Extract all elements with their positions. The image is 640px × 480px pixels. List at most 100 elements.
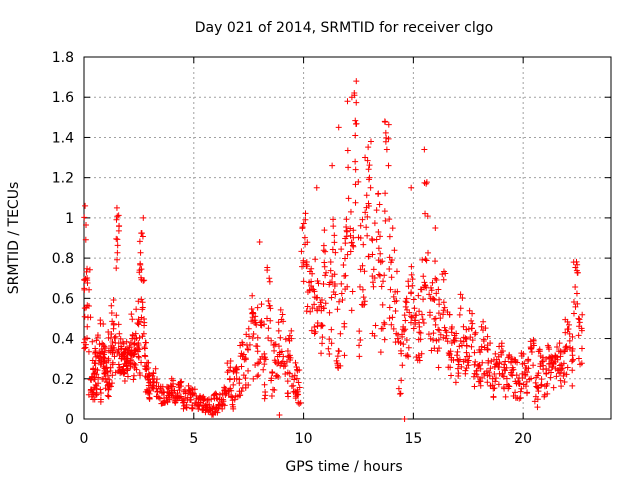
data-point — [335, 347, 342, 354]
data-point — [479, 359, 486, 366]
data-point — [559, 365, 566, 372]
data-point — [130, 351, 137, 358]
data-point — [388, 274, 395, 281]
data-point — [435, 310, 442, 317]
data-point — [484, 379, 491, 386]
data-point — [249, 292, 256, 299]
data-point — [575, 315, 582, 322]
data-point — [355, 178, 362, 185]
data-point — [331, 232, 338, 239]
data-point — [389, 314, 396, 321]
data-point — [242, 375, 249, 382]
data-point — [488, 358, 495, 365]
data-point — [195, 405, 202, 412]
data-point — [164, 398, 171, 405]
chart-title: Day 021 of 2014, SRMTID for receiver clg… — [195, 20, 493, 36]
data-point — [501, 361, 508, 368]
x-axis-label: GPS time / hours — [285, 459, 402, 475]
data-point — [462, 356, 469, 363]
data-point — [282, 371, 289, 378]
data-point — [451, 338, 458, 345]
data-point — [238, 388, 245, 395]
data-point — [386, 315, 393, 322]
data-point — [127, 357, 134, 364]
data-point — [292, 395, 299, 402]
data-point — [282, 336, 289, 343]
data-point — [505, 385, 512, 392]
data-point — [112, 333, 119, 340]
data-point — [290, 382, 297, 389]
data-point — [212, 390, 219, 397]
data-point — [417, 286, 424, 293]
data-point — [381, 118, 388, 125]
data-point — [297, 399, 304, 406]
data-point — [275, 327, 282, 334]
data-point — [275, 373, 282, 380]
data-point — [462, 335, 469, 342]
data-point — [575, 332, 582, 339]
data-point — [304, 303, 311, 310]
data-point — [86, 286, 93, 293]
data-point — [435, 336, 442, 343]
data-point — [252, 361, 259, 368]
data-point — [114, 236, 121, 243]
data-point — [81, 285, 88, 292]
data-point — [408, 289, 415, 296]
data-point — [366, 162, 373, 169]
data-point — [132, 362, 139, 369]
data-point — [386, 254, 393, 261]
data-point — [302, 216, 309, 223]
data-point — [113, 235, 120, 242]
data-point — [256, 359, 263, 366]
data-point — [300, 278, 307, 285]
data-point — [311, 324, 318, 331]
data-point — [206, 404, 213, 411]
data-point — [238, 363, 245, 370]
data-point — [213, 395, 220, 402]
data-point — [533, 374, 540, 381]
data-point — [450, 357, 457, 364]
data-point — [332, 249, 339, 256]
data-point — [367, 184, 374, 191]
data-point — [261, 395, 268, 402]
data-point — [399, 362, 406, 369]
data-point — [372, 322, 379, 329]
data-point — [115, 321, 122, 328]
data-point — [118, 345, 125, 352]
data-point — [304, 239, 311, 246]
data-point — [471, 370, 478, 377]
data-point — [348, 94, 355, 101]
data-point — [432, 275, 439, 282]
data-point — [379, 258, 386, 265]
data-point — [421, 146, 428, 153]
data-point — [478, 343, 485, 350]
data-point — [471, 383, 478, 390]
data-point — [408, 314, 415, 321]
data-point — [177, 379, 184, 386]
data-point — [345, 195, 352, 202]
data-point — [518, 353, 525, 360]
data-point — [271, 347, 278, 354]
data-point — [435, 286, 442, 293]
data-point — [532, 379, 539, 386]
data-point — [432, 224, 439, 231]
data-point — [88, 376, 95, 383]
data-point — [331, 282, 338, 289]
data-point — [95, 380, 102, 387]
data-point — [343, 216, 350, 223]
data-point — [261, 350, 268, 357]
data-point — [237, 392, 244, 399]
data-point — [386, 233, 393, 240]
data-point — [314, 277, 321, 284]
data-point — [561, 379, 568, 386]
data-point — [572, 284, 579, 291]
data-point — [171, 398, 178, 405]
data-point — [107, 364, 114, 371]
data-point — [281, 360, 288, 367]
data-point — [434, 348, 441, 355]
data-point — [395, 338, 402, 345]
data-point — [126, 342, 133, 349]
data-point — [562, 329, 569, 336]
data-point — [357, 266, 364, 273]
data-point — [244, 345, 251, 352]
